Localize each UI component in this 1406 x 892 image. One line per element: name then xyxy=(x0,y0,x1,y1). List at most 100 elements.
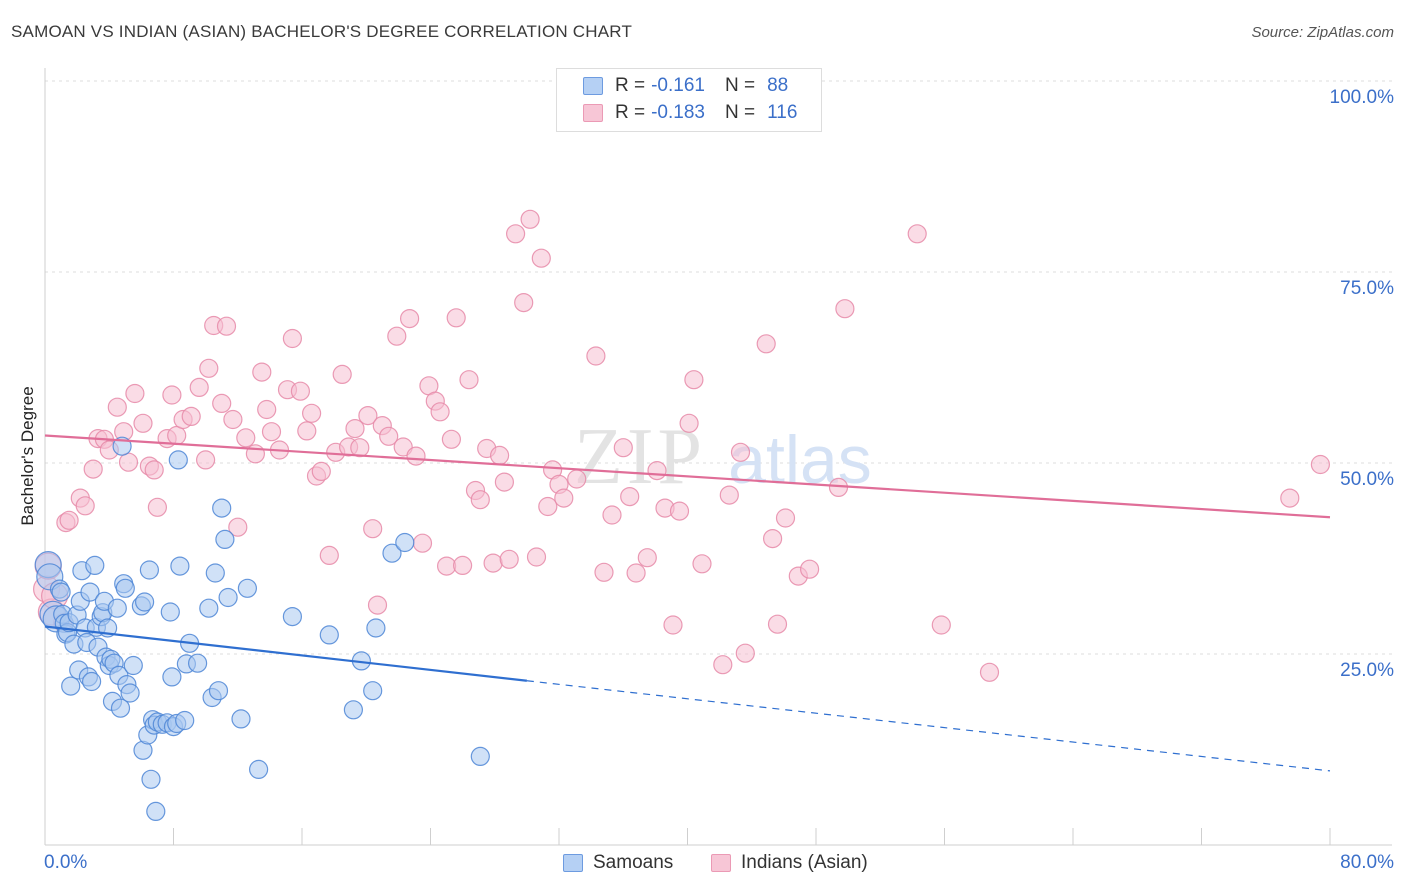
samoan-point xyxy=(215,529,235,550)
samoan-point xyxy=(141,769,161,789)
indian-point xyxy=(799,559,820,579)
indian-point xyxy=(626,563,646,583)
samoan-point xyxy=(61,676,81,696)
indian-point xyxy=(907,224,927,244)
stats-legend: R = -0.161 N = 88 R = -0.183 N = 116 xyxy=(556,68,822,132)
samoan-point xyxy=(51,582,71,602)
indian-point xyxy=(647,461,667,481)
samoan-point xyxy=(208,681,229,701)
indian-point xyxy=(531,248,551,268)
samoan-swatch xyxy=(583,77,603,95)
samoan-point xyxy=(160,602,180,622)
indian-point xyxy=(162,385,182,405)
legend-row-indians: R = -0.183 N = 116 xyxy=(583,101,797,125)
legend-r-value: -0.183 xyxy=(651,102,705,123)
indian-swatch xyxy=(583,104,603,122)
y-tick-label: 25.0% xyxy=(1340,660,1394,681)
indian-point xyxy=(594,562,614,582)
indian-point xyxy=(358,406,378,426)
indian-point xyxy=(735,643,755,663)
watermark-atlas: atlas xyxy=(728,422,872,498)
y-tick-label: 50.0% xyxy=(1340,469,1394,490)
indian-point xyxy=(147,497,167,517)
indian-point xyxy=(261,422,282,442)
trend-lines xyxy=(44,434,1331,772)
indian-point xyxy=(367,595,388,615)
samoan-trend-line xyxy=(44,625,527,682)
indian-point xyxy=(252,362,272,382)
indian-point xyxy=(189,377,209,397)
y-tick-label: 100.0% xyxy=(1329,87,1394,108)
samoan-point xyxy=(218,587,238,608)
samoan-swatch xyxy=(563,854,583,872)
bottom-legend-label: Indians (Asian) xyxy=(741,852,868,873)
indian-point xyxy=(730,442,751,462)
indian-point xyxy=(446,308,466,328)
indian-point xyxy=(1280,488,1300,508)
indian-point xyxy=(931,615,951,635)
y-tick-label: 75.0% xyxy=(1340,278,1394,299)
legend-r-label: R = xyxy=(615,102,646,123)
indian-point xyxy=(554,488,574,508)
indian-point xyxy=(637,548,657,568)
indian-point xyxy=(332,364,352,384)
indian-point xyxy=(75,496,95,516)
x-max-label: 80.0% xyxy=(1340,852,1394,873)
indian-point xyxy=(979,662,1000,682)
indian-point xyxy=(59,510,79,530)
samoan-point xyxy=(120,683,140,703)
indian-point xyxy=(379,426,399,446)
samoan-point xyxy=(205,563,225,583)
indian-point xyxy=(216,316,237,336)
indian-point xyxy=(483,553,503,573)
legend-n-label: N = xyxy=(724,102,756,123)
indian-point xyxy=(679,413,699,433)
indian-point xyxy=(290,381,310,401)
indian-series xyxy=(32,209,1331,682)
indian-point xyxy=(538,496,558,517)
indian-point xyxy=(490,445,510,465)
bottom-legend-samoans: Samoans xyxy=(563,852,673,874)
indian-point xyxy=(350,438,370,458)
chart-title: SAMOAN VS INDIAN (ASIAN) BACHELOR'S DEGR… xyxy=(11,22,633,41)
indian-point xyxy=(118,452,139,472)
samoan-point xyxy=(139,560,159,580)
samoan-trend-extension xyxy=(526,680,1331,772)
samoan-point xyxy=(107,598,127,618)
gridlines xyxy=(45,80,1392,655)
samoan-point xyxy=(470,746,490,767)
indian-point xyxy=(567,469,587,489)
indian-point xyxy=(387,326,407,346)
indian-point xyxy=(602,505,622,525)
y-axis-label: Bachelor's Degree xyxy=(18,386,37,526)
indian-point xyxy=(83,459,103,479)
indian-point xyxy=(762,528,783,549)
samoan-point xyxy=(110,698,131,718)
samoan-point xyxy=(135,592,155,612)
indian-point xyxy=(767,614,788,634)
samoan-point xyxy=(188,653,208,673)
samoan-point xyxy=(80,582,100,602)
indian-point xyxy=(586,346,606,366)
legend-n-value: 88 xyxy=(767,75,789,96)
indian-point xyxy=(199,358,219,378)
samoan-point xyxy=(123,655,143,676)
x-min-label: 0.0% xyxy=(44,852,88,873)
samoan-point xyxy=(162,667,182,687)
indian-point xyxy=(181,406,201,426)
samoan-point xyxy=(81,671,102,692)
samoan-series xyxy=(34,436,490,822)
indian-point xyxy=(499,549,519,569)
indian-point xyxy=(459,370,479,390)
indian-point xyxy=(297,421,317,441)
indian-point xyxy=(257,399,277,420)
indian-point xyxy=(470,490,490,510)
indian-point xyxy=(302,403,322,423)
samoan-point xyxy=(115,578,135,598)
indian-point xyxy=(196,450,216,470)
indian-point xyxy=(345,419,365,439)
indian-point xyxy=(228,517,248,537)
indian-point xyxy=(412,533,433,553)
samoan-point xyxy=(199,598,219,618)
